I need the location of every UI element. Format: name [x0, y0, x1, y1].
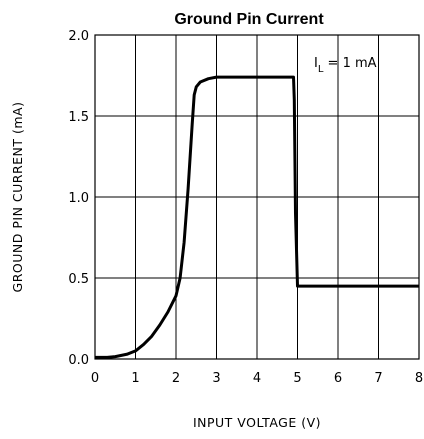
- y-tick-label: 0.5: [68, 272, 89, 287]
- y-tick-label: 1.5: [68, 110, 89, 125]
- annotation-subscript: L: [318, 64, 324, 75]
- annotation-symbol: I: [314, 56, 318, 71]
- y-tick-label: 1.0: [68, 191, 89, 206]
- plot-frame: [94, 34, 420, 360]
- grid: [95, 35, 419, 359]
- chart-title: Ground Pin Current: [174, 11, 324, 28]
- y-axis-label: GROUND PIN CURRENT (mA): [10, 102, 25, 293]
- load-current-annotation: IL = 1 mA: [314, 56, 377, 75]
- x-tick-label: 7: [374, 371, 382, 386]
- y-tick-labels: 0.0 0.5 1.0 1.5 2.0: [68, 29, 89, 368]
- x-tick-label: 0: [91, 371, 99, 386]
- x-tick-label: 1: [131, 371, 139, 386]
- y-tick-label: 0.0: [68, 353, 89, 368]
- x-tick-label: 5: [293, 371, 301, 386]
- x-tick-label: 8: [415, 371, 423, 386]
- x-tick-label: 4: [253, 371, 261, 386]
- x-tick-label: 6: [334, 371, 342, 386]
- x-tick-labels: 0 1 2 3 4 5 6 7 8: [91, 371, 423, 386]
- y-tick-label: 2.0: [68, 29, 89, 44]
- ground-current-line: [95, 75, 419, 359]
- x-tick-label: 2: [172, 371, 180, 386]
- x-tick-label: 3: [212, 371, 220, 386]
- annotation-value: = 1 mA: [323, 56, 376, 71]
- x-axis-label: INPUT VOLTAGE (V): [193, 415, 321, 430]
